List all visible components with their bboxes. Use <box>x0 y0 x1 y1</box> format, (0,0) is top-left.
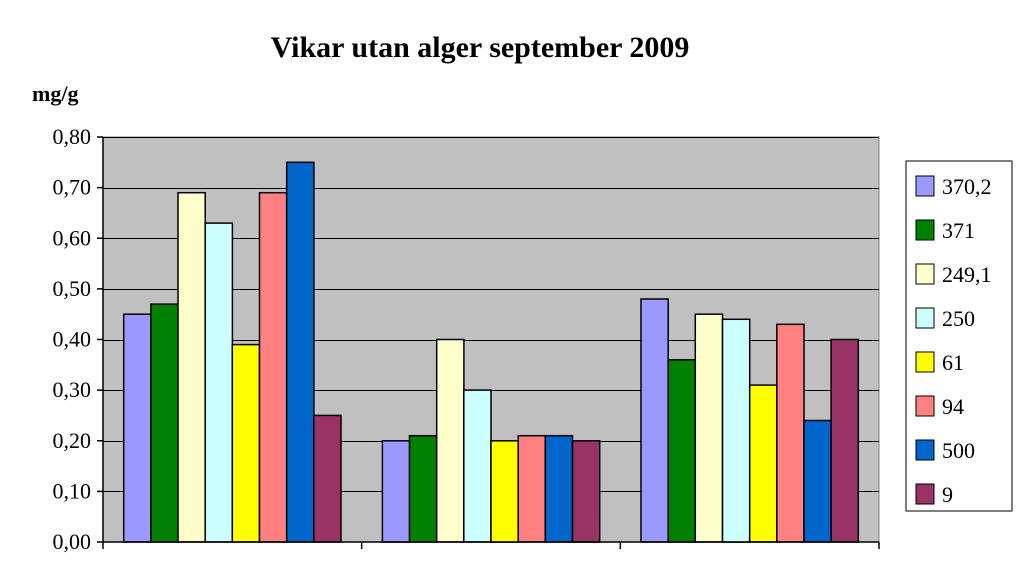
bar <box>640 298 669 543</box>
bar <box>408 434 438 543</box>
y-tick-label: 0,80 <box>53 124 92 149</box>
legend-label: 371 <box>942 218 975 243</box>
bar <box>435 338 465 543</box>
legend: 370,2 371 249,1 250 61 94 500 9 <box>905 160 1013 512</box>
bars <box>122 161 860 543</box>
bar <box>830 338 860 543</box>
bar <box>776 323 805 543</box>
legend-label: 249,1 <box>942 262 992 287</box>
y-tick-label: 0,30 <box>53 377 92 402</box>
bar <box>150 303 179 543</box>
bar <box>258 191 288 543</box>
legend-swatch <box>915 351 935 373</box>
legend-swatch <box>915 219 935 241</box>
bar <box>231 343 261 543</box>
y-tick-label: 0,20 <box>53 428 92 453</box>
y-tick-label: 0,00 <box>53 529 92 554</box>
bar <box>721 318 751 543</box>
bar <box>381 440 411 543</box>
bar <box>571 440 601 543</box>
legend-label: 250 <box>942 306 975 331</box>
bar <box>667 359 697 543</box>
legend-label: 9 <box>942 482 953 507</box>
bar <box>490 440 519 543</box>
axes <box>97 136 880 549</box>
bar <box>122 313 152 543</box>
legend-swatch <box>915 263 935 285</box>
legend-swatch <box>915 439 935 461</box>
chart-title: Vikar utan alger september 2009 <box>271 31 690 64</box>
bar <box>544 434 574 543</box>
y-tick-label: 0,10 <box>53 478 92 503</box>
bar <box>285 161 315 543</box>
bar <box>177 191 206 543</box>
y-tick-label: 0,60 <box>53 225 92 250</box>
y-tick-label: 0,40 <box>53 327 92 352</box>
legend-label: 370,2 <box>942 174 992 199</box>
bar <box>803 419 832 543</box>
legend-swatch <box>915 175 935 197</box>
bar <box>517 434 547 543</box>
bar <box>313 414 342 543</box>
bar <box>748 384 778 543</box>
legend-label: 500 <box>942 438 975 463</box>
y-axis-unit-label: mg/g <box>32 81 78 106</box>
bar <box>694 313 724 543</box>
legend-label: 94 <box>942 394 964 419</box>
legend-label: 61 <box>942 350 964 375</box>
y-tick-labels: 0,00 0,10 0,20 0,30 0,40 0,50 0,60 0,70 0,80 <box>53 124 92 554</box>
y-tick-label: 0,70 <box>53 175 92 200</box>
bar <box>463 389 492 543</box>
y-tick-label: 0,50 <box>53 276 92 301</box>
legend-swatch <box>915 307 935 329</box>
legend-swatch <box>915 395 935 417</box>
legend-swatch <box>915 483 935 505</box>
bar <box>204 222 234 543</box>
